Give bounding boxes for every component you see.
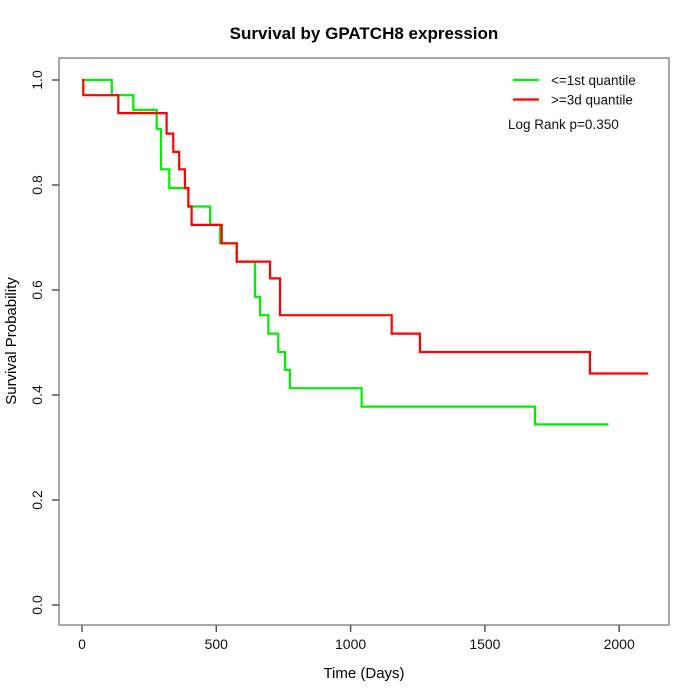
x-tick-label: 2000 (604, 636, 635, 652)
y-tick-label: 0.2 (29, 490, 45, 510)
km-curve-high-expression (82, 78, 649, 375)
chart-title: Survival by GPATCH8 expression (230, 24, 499, 43)
log-rank-annotation: Log Rank p=0.350 (508, 117, 619, 132)
x-axis: 0 500 1000 1500 2000 (78, 625, 635, 652)
x-tick-label: 500 (205, 636, 229, 652)
y-axis-title: Survival Probability (3, 277, 20, 405)
x-tick-label: 0 (78, 636, 86, 652)
x-tick-label: 1500 (469, 636, 500, 652)
x-axis-title: Time (Days) (323, 665, 404, 682)
y-tick-label: 0.0 (29, 595, 45, 615)
legend-label-high-expression: >=3d quantile (551, 93, 633, 108)
legend: <=1st quantile >=3d quantile Log Rank p=… (508, 73, 636, 132)
plot-border (58, 57, 670, 626)
x-tick-label: 1000 (335, 636, 366, 652)
legend-label-low-expression: <=1st quantile (551, 73, 636, 88)
y-tick-label: 1.0 (29, 70, 45, 90)
y-tick-label: 0.4 (29, 385, 45, 405)
y-axis: 0.0 0.2 0.4 0.6 0.8 1.0 (29, 70, 59, 615)
y-tick-label: 0.8 (29, 175, 45, 195)
y-tick-label: 0.6 (29, 280, 45, 300)
km-curves (82, 78, 649, 426)
